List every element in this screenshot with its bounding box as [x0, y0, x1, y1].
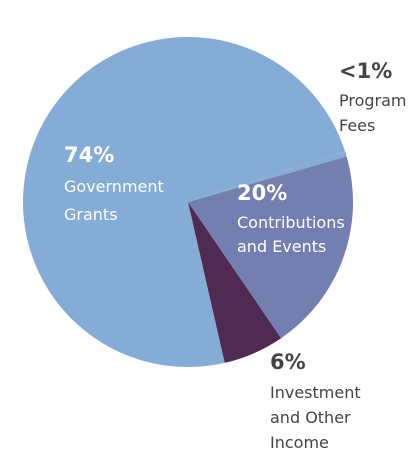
slice-program-fees [188, 151, 347, 202]
pie-slices [22, 37, 353, 367]
slice-category-label: Investment [270, 383, 361, 402]
label-government-grants: 74% Government Grants [64, 143, 164, 224]
slice-category-label: Grants [64, 205, 118, 224]
slice-percent-label: 74% [64, 143, 114, 167]
label-investment-income: 6% Investment and Other Income [270, 350, 361, 452]
slice-category-label: Income [270, 433, 329, 452]
slice-category-label: Program [339, 91, 407, 110]
slice-investment-income [188, 202, 282, 363]
slice-percent-label: 6% [270, 350, 306, 374]
label-program-fees: <1% Program Fees [339, 59, 407, 135]
slice-percent-label: 20% [237, 181, 287, 205]
pie-labels: 74% Government Grants 20% Contributions and E… [64, 59, 407, 452]
slice-category-label: and Other [270, 408, 351, 427]
slice-percent-label: <1% [339, 59, 392, 83]
slice-government-grants [22, 37, 346, 367]
slice-category-label: Contributions [237, 213, 345, 232]
slice-contributions-events [188, 156, 353, 339]
slice-category-label: Fees [339, 116, 375, 135]
slice-category-label: Government [64, 177, 164, 196]
slice-category-label: and Events [237, 237, 326, 256]
label-contributions-events: 20% Contributions and Events [237, 181, 345, 256]
